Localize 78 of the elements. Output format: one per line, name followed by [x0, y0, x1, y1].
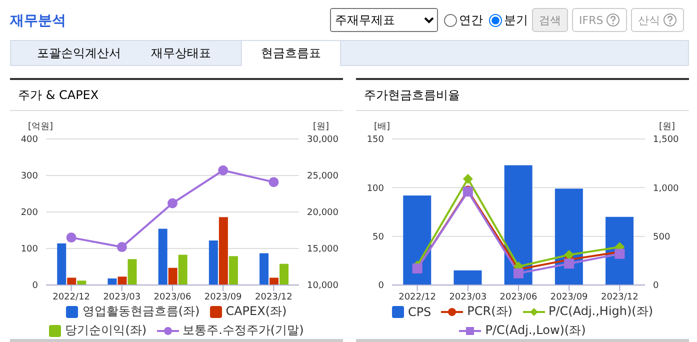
- y-tick-label: 150: [366, 135, 384, 146]
- y2-tick-label: 500: [653, 232, 670, 243]
- y-tick-label: 0: [378, 281, 384, 292]
- x-tick-label: 2023/03: [103, 292, 141, 302]
- y2-tick-label: 10,000: [307, 281, 339, 292]
- y2-tick-label: 1,000: [653, 184, 680, 194]
- bar: [403, 195, 432, 285]
- bar: [178, 254, 188, 285]
- bar: [57, 243, 66, 285]
- text: 연간: [458, 12, 483, 28]
- x-tick-label: 2023/12: [601, 292, 638, 302]
- text: 분기: [503, 12, 528, 28]
- y-tick-label: 200: [20, 208, 38, 218]
- x-tick-label: 2022/12: [398, 292, 436, 302]
- y2-axis-title: [원]: [312, 121, 329, 133]
- y2-tick-label: 25,000: [307, 172, 339, 182]
- x-tick-label: 2023/12: [255, 292, 292, 302]
- legend-label: 보통주.수정주가(기말): [182, 322, 304, 339]
- text: 주재무제표: [330, 8, 438, 32]
- point: [218, 165, 228, 176]
- y-axis-title: [억원]: [28, 121, 54, 133]
- bar: [67, 278, 76, 285]
- bar: [280, 264, 289, 285]
- bar: [454, 270, 482, 285]
- bar: [260, 253, 269, 285]
- bar: [128, 259, 137, 285]
- bar: [77, 280, 86, 285]
- y-tick-label: 100: [20, 244, 38, 255]
- bar: [168, 268, 178, 285]
- point: [514, 268, 524, 278]
- x-tick-label: 2022/12: [52, 292, 90, 302]
- point: [268, 177, 279, 188]
- legend-label: CPS: [406, 304, 432, 320]
- point: [462, 174, 473, 184]
- text: 포괄손익계산서: [36, 44, 122, 62]
- bar: [108, 278, 117, 285]
- y2-axis-title: [원]: [658, 121, 675, 133]
- text: 재무상태표: [150, 44, 212, 62]
- text: 재무분석: [10, 12, 66, 30]
- legend-label: P/C(Adj.,Low)(좌): [484, 322, 586, 339]
- point: [116, 242, 127, 252]
- bar: [118, 276, 127, 285]
- x-tick-label: 2023/06: [154, 292, 192, 302]
- legend-label: 영업활동현금흐름(좌): [81, 303, 200, 320]
- y-axis-title: [배]: [374, 121, 390, 133]
- bar: [208, 240, 218, 285]
- y-tick-label: 0: [32, 281, 38, 292]
- x-tick-label: 2023/03: [449, 292, 487, 302]
- y2-tick-label: 1,500: [653, 135, 680, 146]
- text: 현금흐름표: [241, 40, 341, 66]
- legend-label: CAPEX(좌): [224, 303, 287, 320]
- bar: [504, 165, 532, 285]
- point: [66, 232, 76, 243]
- text: 검색: [532, 8, 568, 32]
- chart-title: 주가현금흐름비율: [356, 80, 689, 111]
- y2-tick-label: 20,000: [307, 208, 339, 218]
- chart-title: 주가 & CAPEX: [10, 80, 343, 111]
- y-tick-label: 100: [366, 184, 384, 194]
- bar: [158, 228, 168, 285]
- x-tick-label: 2023/06: [500, 292, 538, 302]
- y2-tick-label: 0: [653, 281, 659, 292]
- text: IFRS: [572, 8, 628, 32]
- text: 산식: [631, 8, 684, 32]
- y-tick-label: 400: [20, 135, 38, 146]
- y2-tick-label: 30,000: [307, 135, 339, 146]
- bar: [228, 256, 238, 285]
- y2-tick-label: 15,000: [307, 244, 339, 255]
- y-tick-label: 50: [372, 232, 384, 243]
- legend-label: P/C(Adj.,High)(좌): [548, 303, 654, 320]
- legend-label: 당기순이익(좌): [64, 322, 147, 339]
- bar: [554, 188, 583, 285]
- bar: [218, 217, 228, 285]
- bar: [270, 278, 279, 285]
- point: [168, 198, 178, 208]
- y-tick-label: 300: [20, 172, 38, 182]
- x-tick-label: 2023/09: [550, 292, 588, 302]
- legend-label: PCR(좌): [466, 303, 512, 320]
- x-tick-label: 2023/09: [204, 292, 242, 302]
